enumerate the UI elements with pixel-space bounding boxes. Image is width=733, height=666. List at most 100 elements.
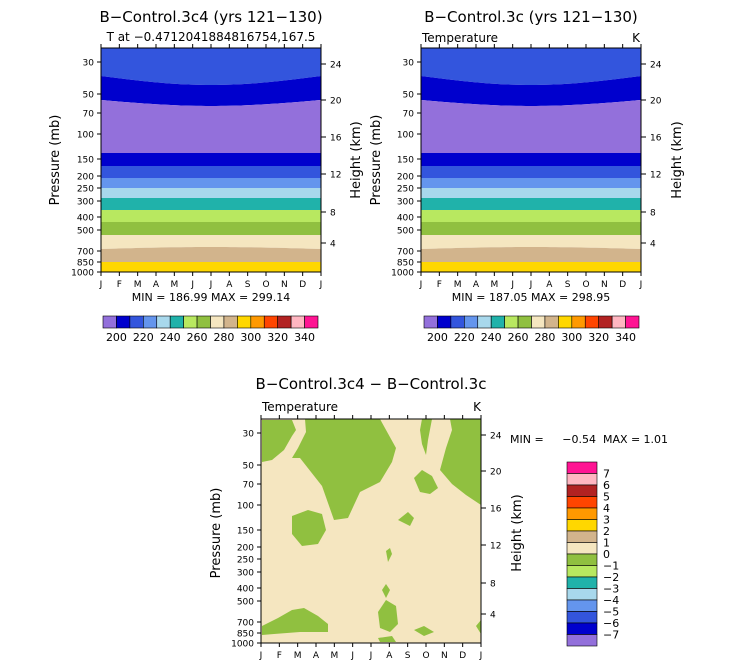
panel-1-colorbar-swatch xyxy=(210,315,225,329)
panel-1-ytick-label: 850 xyxy=(77,259,94,269)
temperature-band xyxy=(101,48,321,85)
diff-colorbar-swatch xyxy=(566,634,598,647)
diff-region-right-edge xyxy=(476,620,481,634)
temperature-band xyxy=(101,247,321,262)
panel-2-xtick-label: A xyxy=(473,280,480,290)
panel-1-colorbar-swatch xyxy=(223,315,238,329)
panel-2-axes: J F M A M J J A S O N D J305070100150200250300400500… xyxy=(391,44,662,290)
panel-3-ylabel-right: Height (km) xyxy=(510,494,525,571)
panel-1-ylabel-right: Height (km) xyxy=(349,121,364,198)
panel-2-ytick-label: 850 xyxy=(397,259,414,269)
panel-2-colorbar-label: 320 xyxy=(588,331,609,344)
panel-2-xtick-label: J xyxy=(639,280,643,290)
panel-1-colorbar-swatch xyxy=(143,315,158,329)
panel-3: B−Control.3c4 − B−Control.3c Temperature… xyxy=(209,375,668,661)
panel-3-ytick-label: 250 xyxy=(237,556,254,566)
diff-stats-min-value: −0.54 xyxy=(562,433,596,446)
diff-colorbar-label: −6 xyxy=(603,617,619,630)
panel-1: B−Control.3c4 (yrs 121−130) T at −0.4712… xyxy=(48,8,364,344)
panel-2-ytick-right-label: 16 xyxy=(650,134,662,144)
panel-1-ytick-right-label: 12 xyxy=(330,171,341,181)
diff-colorbar-swatch xyxy=(566,599,598,612)
temperature-band xyxy=(421,210,641,222)
panel-3-field xyxy=(261,419,481,643)
panel-1-colorbar-label: 280 xyxy=(213,331,234,344)
temperature-band xyxy=(421,247,641,262)
temperature-band xyxy=(421,166,641,178)
diff-colorbar-label: 2 xyxy=(603,525,610,538)
panel-3-ytick-label: 500 xyxy=(237,598,254,608)
panel-2-ytick-label: 200 xyxy=(397,173,414,183)
diff-colorbar-swatch xyxy=(566,588,598,601)
panel-1-ytick-label: 500 xyxy=(77,227,94,237)
diff-colorbar-swatch xyxy=(566,565,598,578)
panel-1-ytick-label: 1000 xyxy=(71,269,94,279)
panel-2-xtick-label: F xyxy=(437,280,442,290)
diff-region-island-e xyxy=(382,584,390,598)
diff-colorbar-swatch xyxy=(566,461,598,474)
diff-colorbar-swatch xyxy=(566,507,598,520)
panel-2-colorbar-swatch xyxy=(490,315,505,329)
panel-1-stats: MIN = 186.99 MAX = 299.14 xyxy=(132,291,290,304)
temperature-band xyxy=(421,235,641,249)
panel-3-xtick-label: A xyxy=(313,651,320,661)
panel-2-ytick-label: 500 xyxy=(397,227,414,237)
panel-3-xtick-label: N xyxy=(441,651,448,661)
panel-1-colorbar-swatch xyxy=(156,315,171,329)
diff-region-island-d xyxy=(386,548,392,562)
panel-2-xtick-label: O xyxy=(582,280,589,290)
panel-3-xtick-label: J xyxy=(259,651,263,661)
panel-3-ytick-right-label: 12 xyxy=(490,542,501,552)
panel-2-colorbar-swatch xyxy=(584,315,599,329)
temperature-band xyxy=(101,153,321,166)
diff-region-bottom-dot xyxy=(378,636,396,642)
panel-2-colorbar-swatch xyxy=(598,315,613,329)
panel-3-ytick-label: 200 xyxy=(237,544,254,554)
panel-1-title: B−Control.3c4 (yrs 121−130) xyxy=(99,8,322,26)
panel-3-ytick-right-label: 20 xyxy=(490,468,502,478)
temperature-band xyxy=(421,188,641,198)
panel-3-ytick-label: 1000 xyxy=(231,640,254,650)
panel-2-xtick-label: J xyxy=(419,280,423,290)
diff-region-island-a xyxy=(414,470,438,494)
diff-region-island-g xyxy=(414,626,434,636)
panel-1-xtick-label: N xyxy=(281,280,288,290)
diff-colorbar-label: 0 xyxy=(603,548,610,561)
panel-1-colorbar-swatch xyxy=(290,315,305,329)
panel-3-ytick-label: 700 xyxy=(237,619,254,629)
panel-1-colorbar-label: 260 xyxy=(187,331,208,344)
panel-3-ylabel: Pressure (mb) xyxy=(209,488,224,579)
panel-1-colorbar-swatch xyxy=(304,315,319,329)
panel-2-ytick-label: 70 xyxy=(403,110,415,120)
temperature-band xyxy=(101,210,321,222)
panel-1-ytick-label: 250 xyxy=(77,185,94,195)
panel-1-ytick-label: 100 xyxy=(77,131,94,141)
diff-region-upper-right xyxy=(440,419,481,505)
panel-2-ytick-label: 250 xyxy=(397,185,414,195)
panel-2-xtick-label: S xyxy=(565,280,571,290)
diff-region-upper-center xyxy=(292,419,396,520)
diff-region-island-b xyxy=(292,510,326,546)
panel-2-ytick-label: 100 xyxy=(397,131,414,141)
panel-2-colorbar-swatch xyxy=(544,315,559,329)
panel-2-ytick-right-label: 20 xyxy=(650,97,662,107)
temperature-band xyxy=(101,178,321,188)
panel-2-colorbar-swatch xyxy=(531,315,546,329)
panel-1-colorbar: 200 220 240 260 280 300 320 340 xyxy=(102,315,319,344)
panel-2-xtick-label: D xyxy=(619,280,626,290)
panel-1-ytick-label: 400 xyxy=(77,214,94,224)
diff-stats-max-label: MAX = xyxy=(603,433,640,446)
temperature-band xyxy=(101,198,321,210)
panel-2-ytick-label: 1000 xyxy=(391,269,414,279)
panel-1-xtick-label: J xyxy=(209,280,213,290)
panel-2-colorbar-swatch xyxy=(504,315,519,329)
panel-1-ytick-label: 30 xyxy=(83,59,95,69)
diff-colorbar-swatch xyxy=(566,530,598,543)
panel-3-ytick-right-label: 8 xyxy=(490,580,496,590)
panel-2-colorbar: 200 220 240 260 280 300 320 340 xyxy=(423,315,640,344)
panel-1-colorbar-label: 220 xyxy=(133,331,154,344)
panel-1-xtick-label: F xyxy=(117,280,122,290)
diff-region-island-c xyxy=(398,512,414,526)
panel-1-colorbar-swatch xyxy=(129,315,144,329)
